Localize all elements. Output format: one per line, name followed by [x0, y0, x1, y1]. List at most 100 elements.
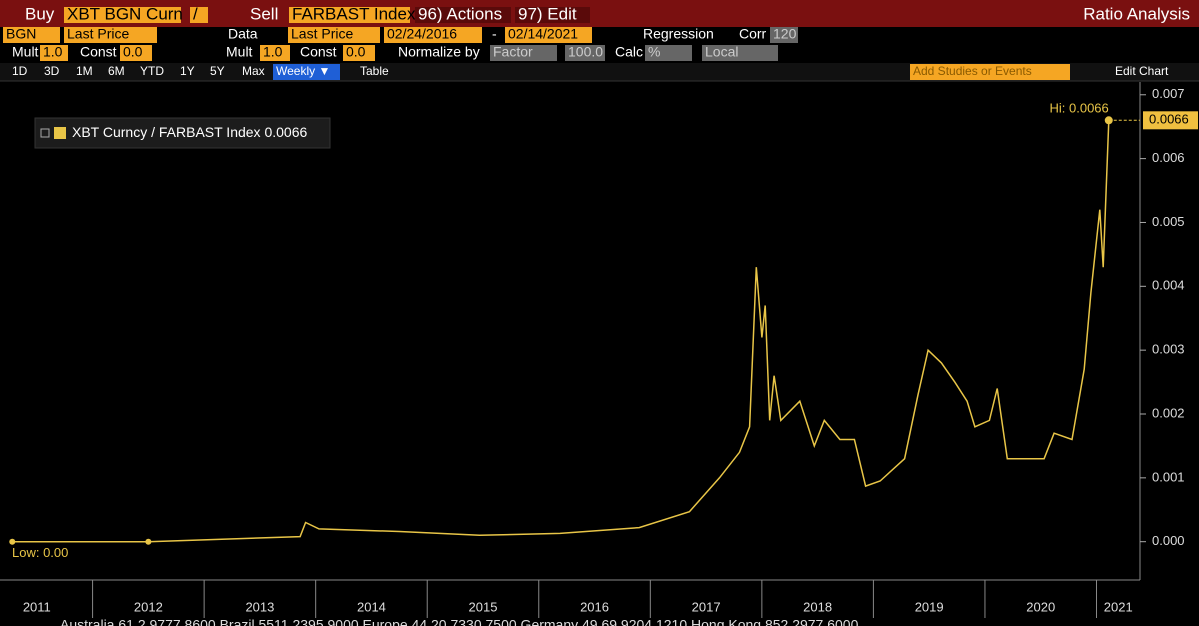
- input-box[interactable]: [415, 7, 511, 23]
- label[interactable]: Mult: [12, 44, 39, 60]
- input-field[interactable]: 120: [773, 26, 797, 42]
- input-field[interactable]: Weekly ▼: [276, 64, 330, 78]
- input-field[interactable]: Last Price: [291, 26, 353, 42]
- x-tick-label: 2020: [1026, 599, 1055, 614]
- label[interactable]: Buy: [25, 4, 55, 23]
- label[interactable]: Normalize by: [398, 44, 480, 60]
- input-field[interactable]: 0.0: [123, 44, 143, 60]
- input-field[interactable]: FARBAST Index: [292, 4, 416, 23]
- label[interactable]: Sell: [250, 4, 278, 23]
- x-tick-label: 2019: [915, 599, 944, 614]
- price-tag-box: [1143, 111, 1198, 130]
- x-tick-label: 2016: [580, 599, 609, 614]
- input-box[interactable]: [384, 27, 482, 43]
- input-field[interactable]: XBT BGN Curn: [67, 4, 183, 23]
- y-tick-label: 0.004: [1152, 278, 1185, 293]
- input-box[interactable]: [64, 7, 181, 23]
- price-tag: 0.0066: [1149, 112, 1189, 127]
- label[interactable]: 6M: [108, 64, 125, 78]
- footer-ticker: Australia 61 2 9777 8600 Brazil 5511 239…: [60, 617, 859, 626]
- input-field[interactable]: Local: [705, 44, 738, 60]
- y-tick-label: 0.005: [1152, 214, 1185, 229]
- x-tick-label: 2021: [1104, 599, 1133, 614]
- label[interactable]: 3D: [44, 64, 60, 78]
- legend-name: XBT Curncy / FARBAST Index: [72, 124, 261, 140]
- input-field[interactable]: 96) Actions: [418, 4, 502, 23]
- input-field[interactable]: %: [648, 44, 660, 60]
- input-field[interactable]: Factor: [493, 44, 533, 60]
- input-box[interactable]: [273, 64, 340, 80]
- x-tick-label: 2013: [245, 599, 274, 614]
- label: Data: [228, 26, 258, 42]
- y-tick-label: 0.007: [1152, 86, 1185, 101]
- input-box[interactable]: [190, 7, 208, 23]
- x-tick-label: 2017: [692, 599, 721, 614]
- low-marker: [145, 538, 152, 545]
- input-box[interactable]: [64, 27, 157, 43]
- input-box[interactable]: [343, 45, 375, 61]
- input-box[interactable]: [288, 27, 380, 43]
- input-field[interactable]: BGN: [6, 26, 36, 42]
- x-tick-label: 2015: [469, 599, 498, 614]
- legend-swatch: [54, 127, 66, 139]
- input-field[interactable]: Add Studies or Events: [913, 64, 1032, 78]
- input-field[interactable]: 02/14/2021: [508, 26, 578, 42]
- input-box[interactable]: [505, 27, 592, 43]
- y-tick-label: 0.006: [1152, 150, 1185, 165]
- hi-label: Hi: 0.0066: [1050, 101, 1109, 116]
- input-field[interactable]: 100.0: [568, 44, 603, 60]
- input-field[interactable]: Last Price: [67, 26, 129, 42]
- label[interactable]: YTD: [140, 64, 164, 78]
- input-field[interactable]: 97) Edit: [518, 4, 577, 23]
- label[interactable]: Max: [242, 64, 265, 78]
- x-tick-label: 2014: [357, 599, 386, 614]
- input-box[interactable]: [289, 7, 410, 23]
- legend-toggle[interactable]: [40, 128, 50, 138]
- input-box[interactable]: [260, 45, 290, 61]
- label[interactable]: Table: [360, 64, 389, 78]
- input-box[interactable]: [120, 45, 152, 61]
- input-box[interactable]: [702, 45, 778, 61]
- input-box[interactable]: [3, 27, 60, 43]
- input-box[interactable]: [770, 27, 798, 43]
- input-box[interactable]: [565, 45, 605, 61]
- y-tick-label: 0.000: [1152, 533, 1185, 548]
- input-box[interactable]: [490, 45, 557, 61]
- y-tick-label: 0.003: [1152, 342, 1185, 357]
- label[interactable]: Calc: [615, 44, 643, 60]
- x-tick-label: 2011: [23, 599, 51, 614]
- legend-value: 0.0066: [264, 124, 307, 140]
- label: -: [492, 26, 497, 42]
- x-tick-label: 2018: [803, 599, 832, 614]
- label[interactable]: Ratio Analysis: [1083, 4, 1190, 23]
- label: Corr: [739, 26, 767, 42]
- input-box[interactable]: [645, 45, 692, 61]
- input-box[interactable]: [910, 64, 1070, 80]
- label[interactable]: 1D: [12, 64, 28, 78]
- label[interactable]: Mult: [226, 44, 253, 60]
- hi-marker: [1104, 116, 1113, 125]
- label[interactable]: 1M: [76, 64, 93, 78]
- label: Regression: [643, 26, 714, 42]
- line-series: [12, 120, 1110, 543]
- legend-box: [34, 117, 331, 149]
- label[interactable]: Edit Chart: [1115, 64, 1169, 78]
- low-marker: [9, 538, 16, 545]
- y-tick-label: 0.002: [1152, 405, 1185, 420]
- label[interactable]: Const: [80, 44, 117, 60]
- input-field[interactable]: 02/24/2016: [387, 26, 457, 42]
- input-field[interactable]: 1.0: [43, 44, 63, 60]
- input-field[interactable]: 1.0: [263, 44, 283, 60]
- input-box[interactable]: [515, 7, 590, 23]
- input-box[interactable]: [40, 45, 68, 61]
- label[interactable]: 5Y: [210, 64, 225, 78]
- input-field[interactable]: 0.0: [346, 44, 366, 60]
- label[interactable]: Const: [300, 44, 337, 60]
- y-tick-label: 0.001: [1152, 469, 1185, 484]
- label[interactable]: 1Y: [180, 64, 195, 78]
- low-label: Low: 0.00: [12, 545, 68, 560]
- legend-entry: XBT Curncy / FARBAST Index 0.0066: [72, 124, 307, 140]
- input-field[interactable]: /: [193, 4, 198, 23]
